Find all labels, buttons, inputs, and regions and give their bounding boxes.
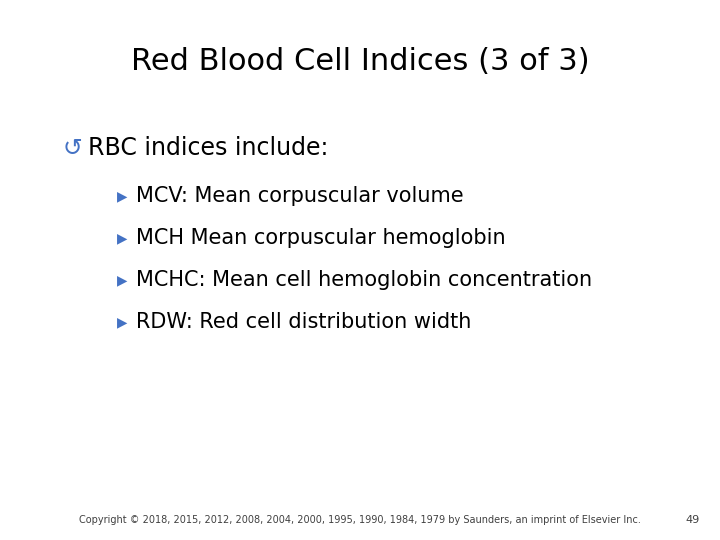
Text: ▶: ▶ — [117, 231, 127, 245]
Text: Red Blood Cell Indices (3 of 3): Red Blood Cell Indices (3 of 3) — [131, 48, 589, 77]
Text: Copyright © 2018, 2015, 2012, 2008, 2004, 2000, 1995, 1990, 1984, 1979 by Saunde: Copyright © 2018, 2015, 2012, 2008, 2004… — [79, 515, 641, 525]
Text: RDW: Red cell distribution width: RDW: Red cell distribution width — [136, 312, 472, 332]
Text: MCHC: Mean cell hemoglobin concentration: MCHC: Mean cell hemoglobin concentration — [136, 270, 592, 290]
Text: MCH Mean corpuscular hemoglobin: MCH Mean corpuscular hemoglobin — [136, 228, 505, 248]
Text: ↺: ↺ — [62, 136, 82, 160]
Text: ▶: ▶ — [117, 189, 127, 203]
Text: 49: 49 — [685, 515, 700, 525]
Text: RBC indices include:: RBC indices include: — [88, 136, 328, 160]
Text: ▶: ▶ — [117, 315, 127, 329]
Text: ▶: ▶ — [117, 273, 127, 287]
Text: MCV: Mean corpuscular volume: MCV: Mean corpuscular volume — [136, 186, 464, 206]
